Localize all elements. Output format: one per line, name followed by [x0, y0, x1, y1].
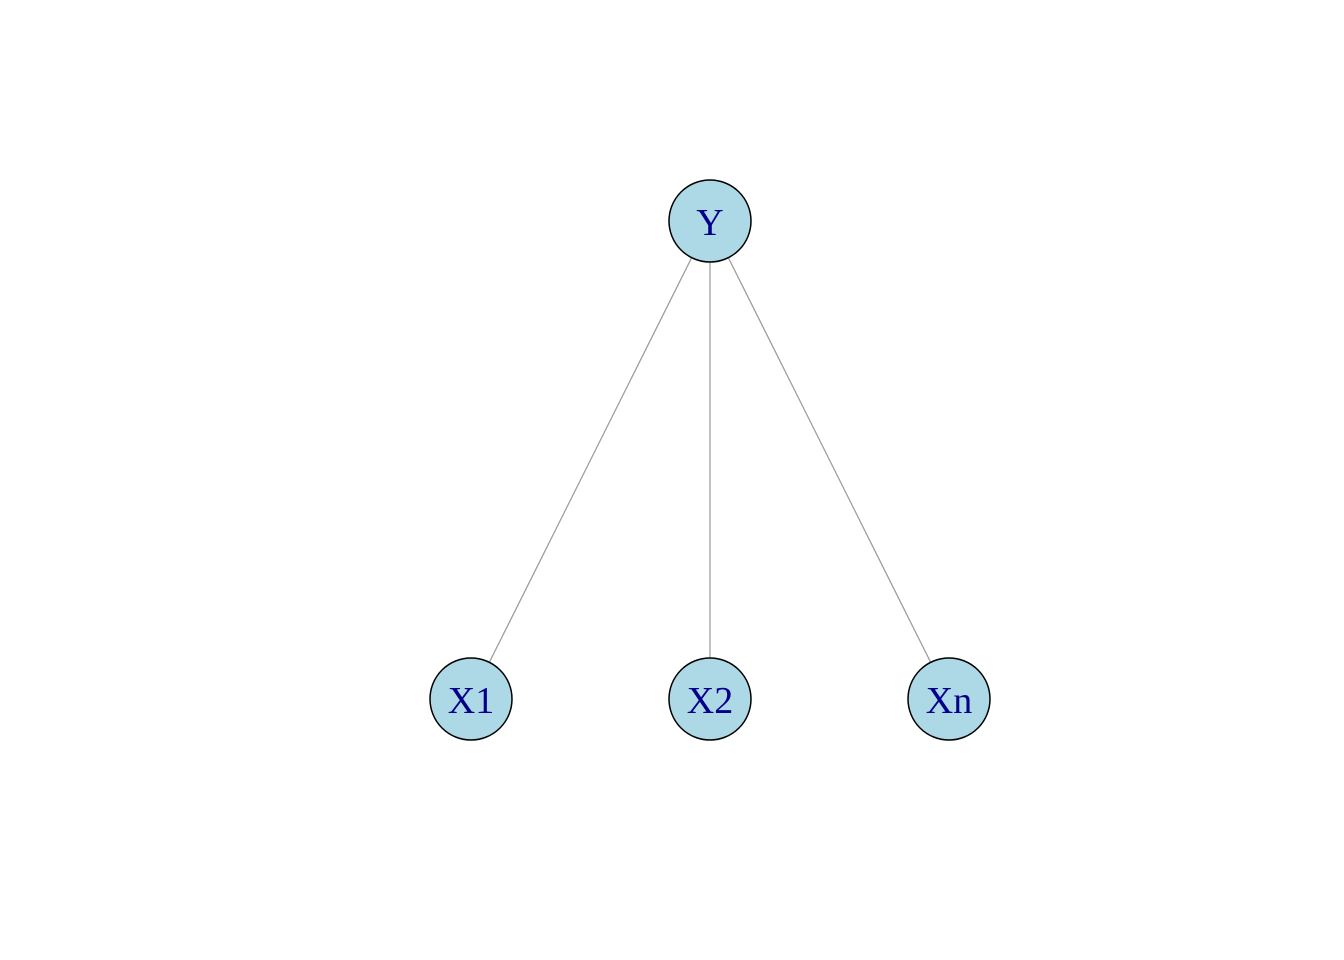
node-circle — [907, 657, 991, 741]
edge-y-xn — [727, 257, 932, 663]
node-label: X2 — [687, 680, 733, 722]
node-label: Xn — [926, 680, 972, 722]
node-xn: Xn — [907, 657, 991, 741]
edges-layer — [488, 257, 932, 663]
node-x1: X1 — [429, 657, 513, 741]
node-label: X1 — [448, 680, 494, 722]
node-label: Y — [696, 202, 723, 244]
node-circle — [668, 657, 752, 741]
edge-y-x1 — [488, 257, 693, 663]
node-y: Y — [668, 179, 752, 263]
node-circle — [668, 179, 752, 263]
nodes-layer: Y X1 X2 Xn — [429, 179, 991, 741]
node-circle — [429, 657, 513, 741]
node-x2: X2 — [668, 657, 752, 741]
